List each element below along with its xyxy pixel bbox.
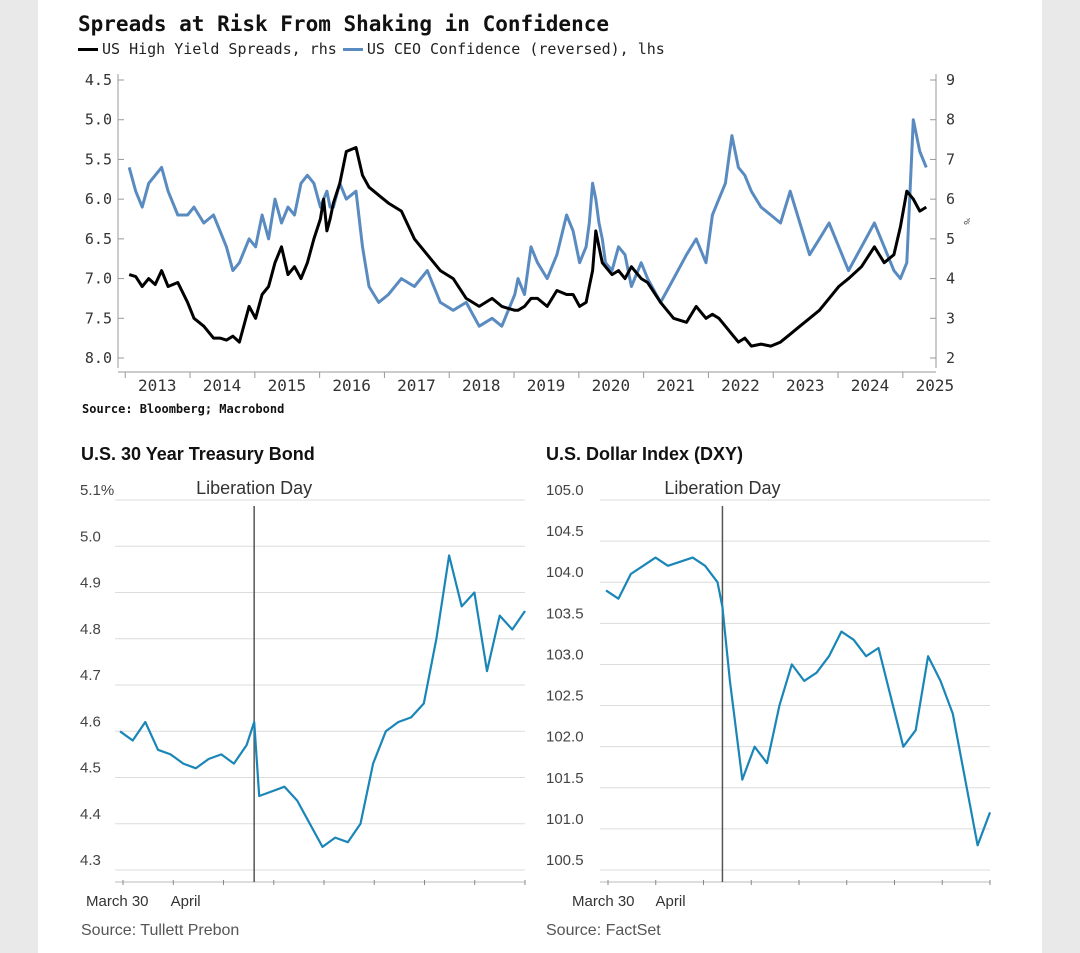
x-tick-label: 2015	[268, 376, 307, 395]
lhs-tick-label: 6.5	[85, 230, 112, 248]
x-tick-label: 2013	[138, 376, 177, 395]
spreads-chart-source: Source: Bloomberg; Macrobond	[82, 402, 285, 416]
x-tick-label: 2022	[721, 376, 760, 395]
rhs-tick-label: 7	[946, 150, 955, 168]
spreads-chart-title: Spreads at Risk From Shaking in Confiden…	[78, 12, 610, 36]
x-tick-label: 2016	[332, 376, 371, 395]
y-tick-label: 5.0	[80, 528, 101, 545]
lhs-tick-label: 6.0	[85, 190, 112, 208]
legend-swatch-black	[78, 47, 98, 51]
legend-label-hy-spreads: US High Yield Spreads, rhs	[102, 40, 337, 58]
y-tick-label: 101.0	[546, 811, 584, 828]
lhs-tick-label: 8.0	[85, 349, 112, 367]
x-tick-label: 2017	[397, 376, 436, 395]
rhs-tick-label: 9	[946, 71, 955, 89]
bond-chart-plot: 5.1% 5.0 4.9 4.8 4.7 4.6 4.5 4.4 4.3 March 30 Apri…	[80, 478, 526, 910]
y-tick-label: 4.3	[80, 852, 101, 869]
bond-chart-title: U.S. 30 Year Treasury Bond	[81, 444, 315, 464]
rhs-tick-label: 3	[946, 309, 955, 327]
x-tick-label: 2019	[527, 376, 566, 395]
lhs-tick-label: 4.5	[85, 71, 112, 89]
x-tick-label: 2018	[462, 376, 501, 395]
y-tick-label: 103.5	[546, 605, 584, 622]
rhs-tick-label: 6	[946, 190, 955, 208]
bond-chart-source: Source: Tullett Prebon	[81, 922, 240, 939]
hy-spreads-line	[128, 146, 928, 348]
lhs-tick-label: 7.5	[85, 309, 112, 327]
y-tick-label: 100.5	[546, 852, 584, 869]
y-tick-label: 104.5	[546, 523, 584, 540]
legend-item-ceo-confidence: US CEO Confidence (reversed), lhs	[342, 40, 665, 58]
y-tick-label: 4.5	[80, 760, 101, 777]
ceo-confidence-line	[127, 118, 928, 328]
spreads-chart-legend: US High Yield Spreads, rhs US CEO Confid…	[78, 40, 671, 58]
x-tick-label: 2024	[851, 376, 890, 395]
rhs-tick-label: 5	[946, 230, 955, 248]
y-tick-label: 4.6	[80, 713, 101, 730]
dxy-chart-title: U.S. Dollar Index (DXY)	[546, 444, 744, 464]
liberation-day-annotation: Liberation Day	[664, 478, 780, 498]
price-line	[119, 554, 526, 848]
y-tick-label: 103.0	[546, 646, 584, 663]
rhs-unit-label: %	[961, 218, 970, 225]
rhs-tick-label: 8	[946, 111, 955, 129]
spreads-chart-panel: Spreads at Risk From Shaking in Confiden…	[70, 0, 970, 430]
y-tick-label: 104.0	[546, 564, 584, 581]
y-tick-label: 4.9	[80, 575, 101, 592]
x-tick-label: 2021	[656, 376, 695, 395]
x-tick-label: 2023	[786, 376, 825, 395]
legend-item-hy-spreads: US High Yield Spreads, rhs	[78, 40, 337, 58]
y-tick-label: 4.8	[80, 621, 101, 638]
x-tick-label: 2020	[592, 376, 631, 395]
x-tick-label: April	[171, 893, 201, 910]
y-tick-label: 4.4	[80, 806, 101, 823]
lhs-tick-label: 7.0	[85, 270, 112, 288]
y-tick-label: 102.0	[546, 729, 584, 746]
liberation-day-annotation: Liberation Day	[196, 478, 312, 498]
x-tick-label: April	[656, 893, 686, 910]
legend-label-ceo-confidence: US CEO Confidence (reversed), lhs	[366, 40, 665, 58]
rhs-tick-label: 4	[946, 270, 955, 288]
legend-swatch-blue	[342, 47, 363, 51]
dxy-chart-source: Source: FactSet	[546, 922, 661, 939]
y-tick-label: 102.5	[546, 688, 584, 705]
spreads-chart-plot: 4.5 5.0 5.5 6.0 6.5 7.0 7.5 8.0 9 8 7 6 5 4 3 2% 2013 201…	[85, 71, 970, 395]
lhs-tick-label: 5.5	[85, 150, 112, 168]
x-tick-label: 2014	[203, 376, 242, 395]
frame-edge-left	[0, 0, 38, 953]
y-tick-label: 101.5	[546, 770, 584, 787]
y-tick-label: 4.7	[80, 667, 101, 684]
y-tick-label: 5.1%	[80, 482, 114, 499]
rhs-tick-label: 2	[946, 349, 955, 367]
frame-edge-right	[1042, 0, 1080, 953]
lhs-tick-label: 5.0	[85, 111, 112, 129]
price-line	[605, 556, 992, 847]
x-tick-label: March 30	[86, 893, 149, 910]
x-tick-label: 2025	[916, 376, 955, 395]
x-tick-label: March 30	[572, 893, 635, 910]
dxy-chart-plot: 105.0 104.5 104.0 103.5 103.0 102.5 102.0 101.5…	[546, 478, 992, 910]
y-tick-label: 105.0	[546, 482, 584, 499]
